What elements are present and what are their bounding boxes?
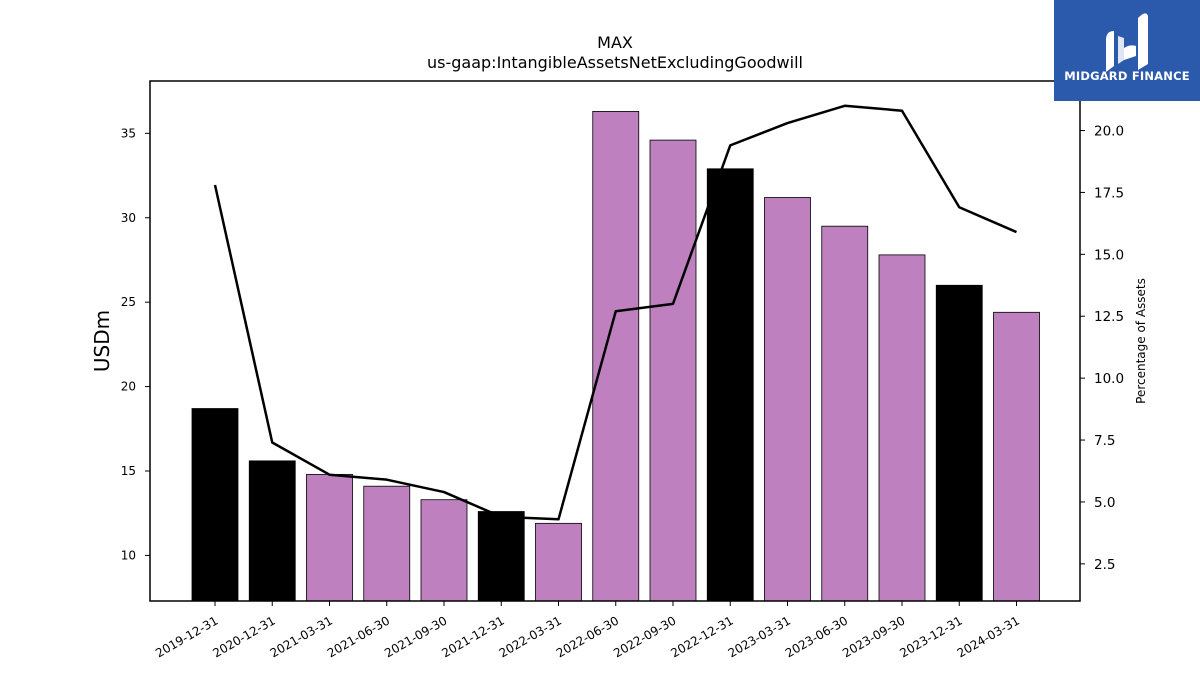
bar-2022-03-31 [535, 522, 582, 602]
left-tick-label: 25 [121, 295, 136, 309]
x-tick-label: 2022-09-30 [611, 613, 678, 660]
bar-2023-12-31 [935, 284, 983, 602]
bar-2023-06-30 [821, 225, 869, 602]
percentage-line [213, 104, 1017, 521]
bar-2021-09-30 [420, 499, 468, 602]
right-tick-label: 2.5 [1094, 557, 1115, 573]
bar-2023-09-30 [878, 254, 926, 602]
line-layer [213, 104, 1017, 521]
plot-frame [149, 80, 1081, 602]
right-tick-label: 5.0 [1094, 495, 1115, 511]
x-tick-label: 2023-12-31 [897, 613, 964, 660]
left-tick-label: 15 [121, 464, 136, 478]
x-tick-label: 2021-06-30 [325, 613, 392, 660]
midgard-logo-icon [1106, 13, 1148, 72]
chart-subtitle: us-gaap:IntangibleAssetsNetExcludingGood… [427, 53, 803, 72]
right-tick-label: 12.5 [1094, 309, 1124, 325]
left-tick-label: 35 [121, 126, 136, 140]
bar-2022-09-30 [649, 139, 697, 602]
brand-logo: MIDGARD FINANCE [1054, 0, 1200, 101]
y2-axis-label: Percentage of Assets [1134, 278, 1148, 404]
bar-2022-12-31 [706, 168, 754, 602]
bar-2022-06-30 [592, 110, 640, 602]
bar-2023-03-31 [764, 197, 811, 602]
brand-name: MIDGARD FINANCE [1064, 69, 1190, 83]
left-y-ticks: 10 15 20 25 30 35 [121, 126, 150, 562]
bar-2021-03-31 [306, 473, 353, 602]
x-tick-label: 2024-03-31 [955, 613, 1022, 660]
x-ticks: 2019-12-312020-12-312021-03-312021-06-30… [153, 601, 1022, 660]
y-axis-label: USDm [90, 310, 114, 372]
right-tick-label: 20.0 [1094, 124, 1124, 140]
x-tick-label: 2021-03-31 [268, 613, 335, 660]
right-tick-label: 15.0 [1094, 247, 1124, 263]
right-tick-label: 10.0 [1094, 371, 1124, 387]
bar-2021-12-31 [477, 511, 525, 602]
x-tick-label: 2022-12-31 [668, 613, 735, 660]
left-tick-label: 20 [121, 380, 136, 394]
x-tick-label: 2022-03-31 [497, 613, 564, 660]
bar-2019-12-31 [191, 408, 239, 602]
x-tick-label: 2023-09-30 [840, 613, 907, 660]
x-tick-label: 2021-12-31 [439, 613, 506, 660]
x-tick-label: 2019-12-31 [153, 613, 220, 660]
bar-2021-06-30 [363, 485, 411, 602]
right-tick-label: 17.5 [1094, 185, 1124, 201]
right-tick-label: 7.5 [1094, 433, 1115, 449]
x-tick-label: 2023-03-31 [726, 613, 793, 660]
x-tick-label: 2023-06-30 [783, 613, 850, 660]
x-tick-label: 2020-12-31 [210, 613, 277, 660]
bars-layer [191, 110, 1040, 602]
bar-2020-12-31 [248, 460, 296, 602]
chart-title: MAX [597, 33, 633, 52]
left-tick-label: 10 [121, 548, 136, 562]
x-tick-label: 2022-06-30 [554, 613, 621, 660]
x-tick-label: 2021-09-30 [382, 613, 449, 660]
right-y-ticks: 2.5 5.0 7.5 10.0 12.5 15.0 17.5 20.0 [1080, 124, 1124, 573]
bar-2024-03-31 [993, 311, 1040, 602]
left-tick-label: 30 [121, 211, 136, 225]
